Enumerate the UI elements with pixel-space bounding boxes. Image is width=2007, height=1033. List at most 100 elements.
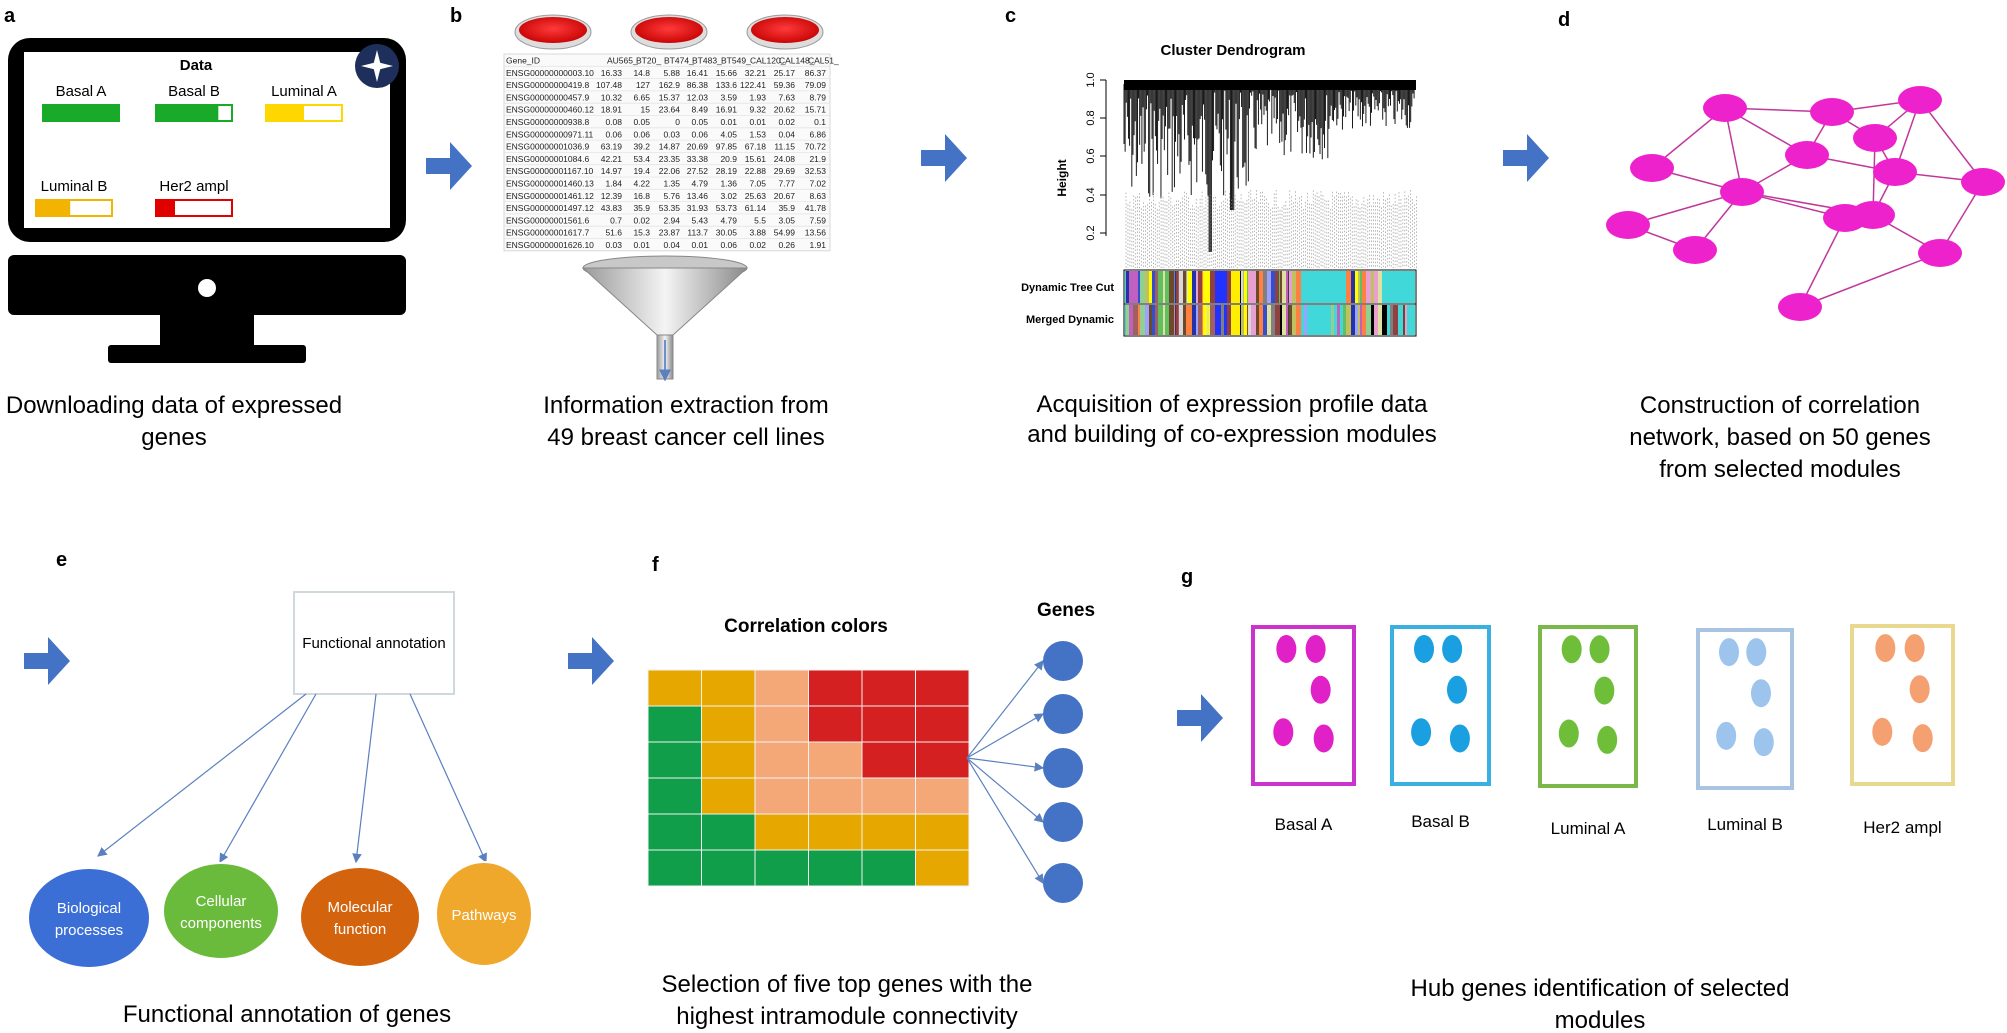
gene-node [1043,748,1083,788]
module-color-strip [1149,271,1152,303]
merged-color-strip [1244,305,1247,335]
table-cell: 0.7 [610,215,622,225]
module-color-strip [1355,271,1358,303]
merged-color-strip [1292,305,1296,335]
table-cell: ENSG00000000003.10 [506,68,594,78]
table-header-cell: BT474_ [664,56,694,66]
table-cell: 9.32 [749,105,766,115]
heatmap-cell [754,741,809,779]
table-cell: 4.79 [691,179,708,189]
merged-color-strip [1288,305,1289,335]
module-color-strip [1138,271,1140,303]
table-cell: 7.02 [809,179,826,189]
panel-c: c Cluster Dendrogram Height 1.0 0.8 0.6 0.4… [1005,5,1437,448]
table-cell: 5.76 [663,191,680,201]
module-color-strip [1410,271,1414,303]
module-color-strip [1152,271,1155,303]
network-node [1873,158,1917,186]
table-cell: 2.94 [663,215,680,225]
module-color-strip [1313,271,1316,303]
module-color-strip [1140,271,1145,303]
bar-label: Basal B [168,83,220,100]
annotation-category-label: processes [55,922,123,939]
funnel-icon [581,255,749,382]
merged-color-strip [1145,305,1149,335]
flow-arrows [24,134,1549,742]
row-label-dynamic: Dynamic Tree Cut [1021,282,1114,294]
merged-color-strip [1176,305,1178,335]
table-cell: 0.06 [633,129,650,139]
merged-color-strip [1202,305,1203,335]
merged-color-strip [1393,305,1398,335]
merged-color-strip [1382,305,1387,335]
hub-gene-dot [1753,728,1774,757]
table-cell: 0.01 [749,117,766,127]
hub-gene-dot [1589,635,1610,664]
module-color-strip [1183,271,1186,303]
merged-color-strip [1163,305,1165,335]
module-color-strip [1187,271,1192,303]
network-node [1703,94,1747,122]
module-color-strip [1405,271,1407,303]
network-node [1853,124,1897,152]
table-cell: 51.6 [605,228,622,238]
merged-color-strip [1155,305,1158,335]
merged-color-strip [1247,305,1248,335]
module-color-strip [1358,271,1360,303]
merged-color-strip [1296,305,1301,335]
table-cell: 25.63 [745,191,767,201]
network-node [1810,98,1854,126]
module-color-strip [1304,271,1307,303]
network-node [1898,86,1942,114]
gene-link [966,713,1045,759]
module-color-strip [1346,271,1351,303]
table-cell: 1.93 [749,92,766,102]
hub-gene-dot [1313,724,1334,753]
table-cell: ENSG00000000457.9 [506,92,589,102]
table-cell: 5.5 [754,215,766,225]
table-cell: 4.79 [720,215,737,225]
module-color-strip [1307,271,1310,303]
table-cell: ENSG00000001460.13 [506,179,594,189]
module-color-strip [1224,271,1227,303]
module-color-strip [1267,271,1271,303]
heatmap-cell [915,741,970,779]
dendrogram-title: Cluster Dendrogram [1160,42,1305,59]
module-color-strip [1390,271,1393,303]
merged-color-strip [1282,305,1286,335]
merged-color-strip [1263,305,1267,335]
module-color-strip [1256,271,1259,303]
table-cell: 122.41 [740,80,766,90]
ytick-label: 0.4 [1085,187,1097,202]
arrow-c-d-icon [1503,134,1549,182]
module-color-strip [1133,271,1138,303]
hub-gene-dot [1872,717,1893,746]
module-color-strip [1301,271,1304,303]
merged-color-strip [1187,305,1192,335]
table-cell: ENSG00000001084.6 [506,154,589,164]
network-node [1720,178,1764,206]
merged-color-strip [1186,305,1187,335]
gene-link [966,757,1045,772]
hub-module-box [1390,625,1491,786]
bar-label: Luminal A [271,83,337,100]
module-color-strip [1296,271,1301,303]
merged-color-strip [1259,305,1263,335]
table-cell: 0.03 [663,129,680,139]
module-color-strip [1175,271,1176,303]
caption-c-line2: and building of co-expression modules [1027,421,1437,448]
merged-color-strip [1267,305,1271,335]
correlation-colors-title: Correlation colors [724,616,888,637]
heatmap-cell [647,813,702,851]
data-bar-fill [266,105,304,121]
heatmap-cell [754,669,809,707]
network-node [1778,293,1822,321]
network-node [1606,211,1650,239]
caption-e: Functional annotation of genes [123,1001,451,1028]
table-cell: ENSG00000001167.10 [506,166,594,176]
table-cell: 15 [641,105,651,115]
table-header-cell: CAL148_ [779,56,815,66]
table-cell: 0.26 [778,240,795,250]
module-color-strip [1243,271,1244,303]
petri-dish-icon [746,14,824,50]
